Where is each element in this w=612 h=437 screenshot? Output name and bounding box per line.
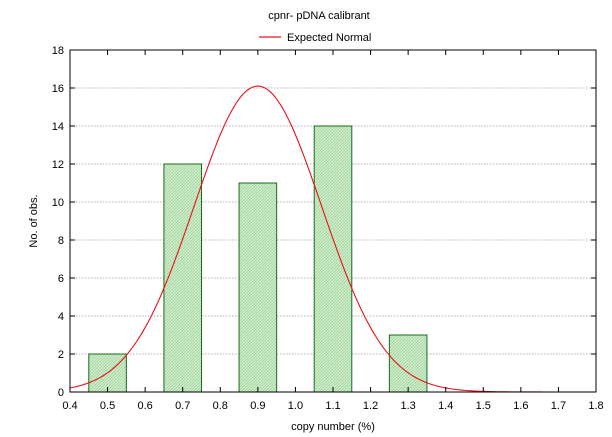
x-tick-label: 0.9: [250, 400, 265, 412]
legend: Expected Normal: [259, 32, 371, 44]
x-tick-label: 1.0: [288, 400, 303, 412]
y-tick-label: 12: [52, 159, 64, 171]
y-tick-label: 0: [58, 387, 64, 399]
x-tick-label: 1.1: [325, 400, 340, 412]
y-axis: 0 2 4 6 8 10 12 14 16 18: [52, 45, 596, 399]
bar-0.7: [163, 163, 203, 393]
x-tick-label: 1.7: [551, 400, 566, 412]
y-tick-label: 18: [52, 45, 64, 57]
y-tick-label: 8: [58, 235, 64, 247]
x-axis-title: copy number (%): [291, 421, 375, 433]
bar-1.1: [313, 125, 353, 393]
y-tick-label: 6: [58, 273, 64, 285]
bar-0.9: [238, 182, 278, 393]
x-tick-label: 1.3: [400, 400, 415, 412]
x-tick-label: 0.7: [175, 400, 190, 412]
bars: [88, 125, 428, 393]
legend-label-expected-normal: Expected Normal: [287, 32, 371, 44]
bar-1.3: [388, 334, 428, 393]
y-tick-label: 16: [52, 83, 64, 95]
x-tick-label: 1.8: [588, 400, 603, 412]
x-tick-label: 0.4: [62, 400, 77, 412]
x-tick-label: 1.4: [438, 400, 453, 412]
x-tick-label: 0.5: [100, 400, 115, 412]
y-tick-label: 2: [58, 349, 64, 361]
x-tick-label: 0.6: [137, 400, 152, 412]
x-tick-label: 1.2: [363, 400, 378, 412]
chart-title: cpnr- pDNA calibrant: [268, 10, 370, 22]
gridlines: [70, 87, 596, 355]
x-axis: 0.4 0.5 0.6 0.7 0.8 0.9 1.0 1.1 1.2 1.3 1.4 1.5 1.6 1…: [62, 50, 604, 412]
x-tick-label: 1.5: [476, 400, 491, 412]
y-tick-label: 14: [52, 121, 64, 133]
x-tick-label: 0.8: [213, 400, 228, 412]
y-tick-label: 10: [52, 197, 64, 209]
x-tick-label: 1.6: [513, 400, 528, 412]
y-axis-title: No. of obs.: [28, 194, 40, 247]
y-tick-label: 4: [58, 311, 64, 323]
